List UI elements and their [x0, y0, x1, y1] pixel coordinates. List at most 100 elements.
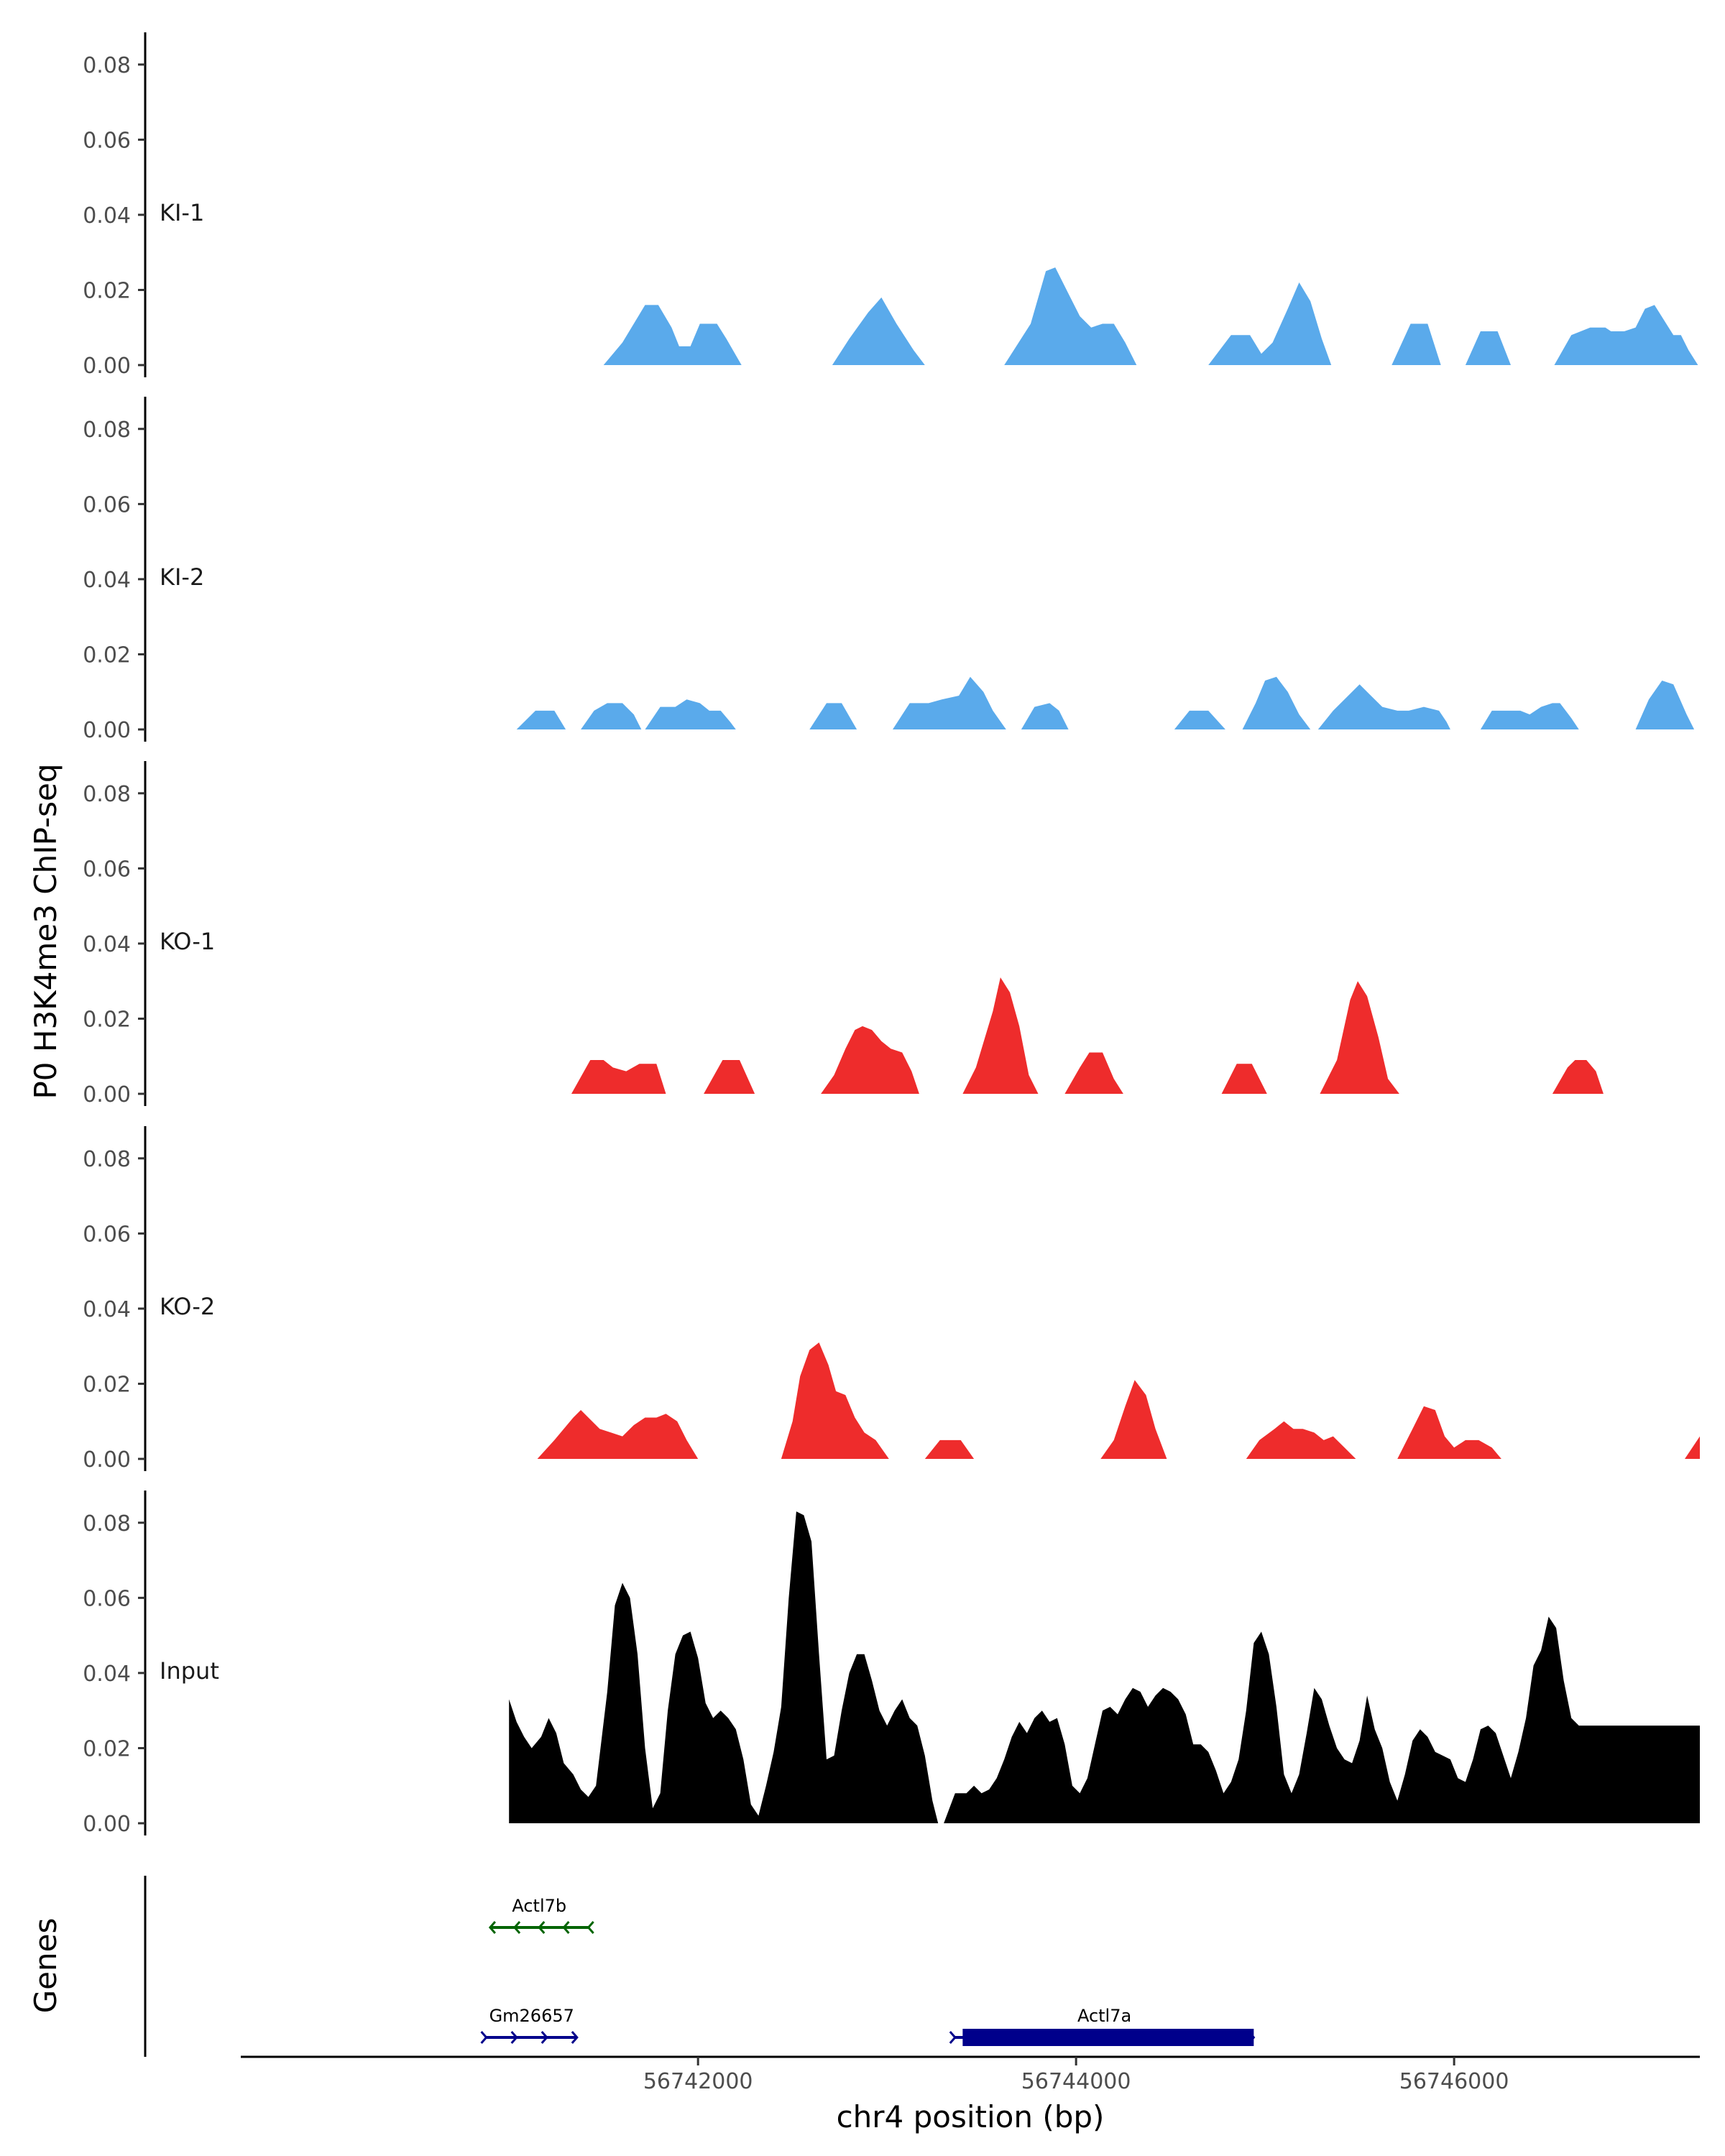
signal-peak — [509, 1511, 939, 1823]
signal-peak — [821, 1026, 919, 1094]
signal-peak — [1554, 305, 1698, 365]
signal-peak — [1635, 681, 1695, 729]
signal-peak — [571, 1060, 666, 1094]
signal-peak — [1317, 684, 1450, 729]
signal-peak — [781, 1342, 889, 1459]
gene-actl7b: Actl7b — [488, 1896, 594, 1934]
gene-actl7a: Actl7a — [949, 2006, 1256, 2046]
gene-label: Actl7b — [512, 1896, 566, 1916]
strand-arrow — [488, 1921, 497, 1934]
y-tick-label: 0.06 — [83, 857, 131, 882]
track-input: 0.00 0.02 0.04 0.06 0.08 Input — [83, 1491, 1700, 1837]
signal-peak — [832, 297, 925, 365]
strand-arrow — [480, 2031, 488, 2044]
strand-arrow — [1085, 2031, 1092, 2044]
y-tick-label: 0.04 — [83, 203, 131, 229]
y-tick-label: 0.06 — [83, 1586, 131, 1611]
genes-panel: Actl7b Gm26657 Actl7a — [144, 1876, 1256, 2057]
strand-arrow — [1003, 2031, 1011, 2044]
signal-peak — [1242, 676, 1311, 729]
y-tick-label: 0.02 — [83, 642, 131, 668]
track-label: KO-1 — [160, 928, 215, 955]
strand-arrow — [1166, 2031, 1174, 2044]
y-tick-label: 0.04 — [83, 932, 131, 957]
strand-arrow — [586, 1921, 594, 1934]
y-tick-label: 0.00 — [83, 1447, 131, 1473]
gene-exon — [962, 2029, 1254, 2046]
signal-peak — [1221, 1064, 1267, 1094]
signal-peak — [537, 1410, 699, 1459]
signal-peak — [581, 703, 642, 729]
signal-peak — [893, 676, 1006, 729]
gene-label: Actl7a — [1077, 2006, 1131, 2026]
y-tick-label: 0.02 — [83, 1007, 131, 1032]
strand-arrow — [1139, 2031, 1147, 2044]
strand-arrow — [1112, 2031, 1120, 2044]
x-tick-label: 56744000 — [1021, 2069, 1131, 2094]
track-label: Input — [160, 1657, 219, 1685]
track-ki-2: 0.00 0.02 0.04 0.06 0.08 KI-2 — [83, 397, 1695, 743]
signal-peak — [516, 710, 566, 729]
genes-panel-title: Genes — [28, 1918, 63, 2014]
y-tick-label: 0.02 — [83, 278, 131, 303]
signal-peak — [603, 305, 742, 365]
y-tick-label: 0.06 — [83, 1222, 131, 1247]
signal-peak — [1100, 1380, 1167, 1459]
signal-peak — [1174, 710, 1225, 729]
y-tick-label: 0.00 — [83, 1812, 131, 1837]
y-tick-label: 0.08 — [83, 418, 131, 443]
signal-peak — [1208, 282, 1332, 365]
strand-arrow — [571, 2031, 579, 2044]
strand-arrow — [1220, 2031, 1228, 2044]
signal-peak — [1320, 981, 1399, 1094]
tracks-layer: 0.00 0.02 0.04 0.06 0.08 KI-1 0.00 0.02 0.04 0.06… — [83, 32, 1700, 1837]
strand-arrow — [949, 2031, 957, 2044]
signal-peak — [1392, 323, 1441, 365]
track-label: KI-1 — [160, 199, 204, 226]
y-tick-label: 0.04 — [83, 1662, 131, 1687]
strand-arrow — [1193, 2031, 1201, 2044]
gene-label: Gm26657 — [489, 2006, 574, 2026]
x-tick-label: 56742000 — [643, 2069, 753, 2094]
signal-peak — [1021, 703, 1069, 729]
y-tick-label: 0.06 — [83, 492, 131, 517]
signal-peak — [1685, 1436, 1700, 1459]
y-tick-label: 0.08 — [83, 782, 131, 807]
y-tick-label: 0.08 — [83, 53, 131, 78]
y-tick-label: 0.04 — [83, 568, 131, 593]
signal-peak — [1246, 1421, 1356, 1459]
x-axis: 56742000 56744000 56746000 — [241, 2055, 1700, 2094]
y-tick-label: 0.06 — [83, 128, 131, 153]
strand-arrow — [1031, 2031, 1039, 2044]
gene-gm26657: Gm26657 — [480, 2006, 579, 2044]
y-tick-label: 0.02 — [83, 1372, 131, 1397]
signal-peak — [645, 699, 736, 729]
signal-peak — [1465, 331, 1511, 365]
strand-arrow — [538, 1921, 546, 1934]
signal-peak — [704, 1060, 755, 1094]
x-axis-title: chr4 position (bp) — [837, 2099, 1105, 2134]
y-tick-label: 0.00 — [83, 1082, 131, 1107]
signal-peak — [1064, 1052, 1123, 1094]
y-axis-title: P0 H3K4me3 ChIP-seq — [28, 763, 63, 1099]
x-tick-label: 56746000 — [1399, 2069, 1509, 2094]
track-ki-1: 0.00 0.02 0.04 0.06 0.08 KI-1 — [83, 32, 1698, 379]
signal-peak — [944, 1616, 1700, 1823]
strand-arrow — [510, 2031, 518, 2044]
track-label: KI-2 — [160, 563, 204, 591]
track-label: KO-2 — [160, 1293, 215, 1320]
y-tick-label: 0.04 — [83, 1297, 131, 1322]
y-tick-label: 0.00 — [83, 354, 131, 379]
track-ko-1: 0.00 0.02 0.04 0.06 0.08 KO-1 — [83, 761, 1604, 1107]
signal-peak — [962, 977, 1039, 1094]
strand-arrow — [562, 1921, 570, 1934]
strand-arrow — [1057, 2031, 1065, 2044]
signal-peak — [1552, 1060, 1604, 1094]
track-ko-2: 0.00 0.02 0.04 0.06 0.08 KO-2 — [83, 1126, 1700, 1473]
signal-peak — [924, 1439, 975, 1459]
y-tick-label: 0.08 — [83, 1147, 131, 1172]
signal-peak — [809, 703, 857, 729]
y-tick-label: 0.00 — [83, 718, 131, 743]
y-tick-label: 0.02 — [83, 1736, 131, 1761]
